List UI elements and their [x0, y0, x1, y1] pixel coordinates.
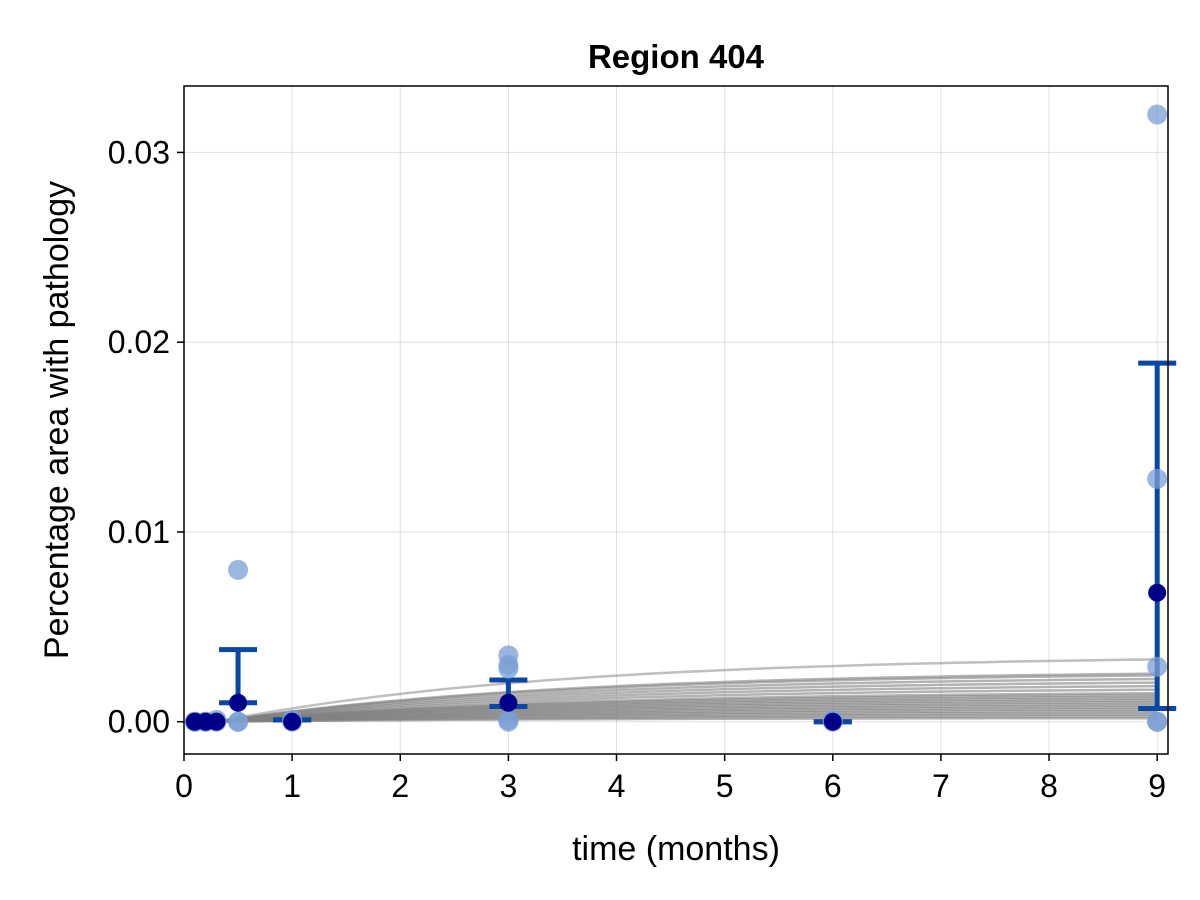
model-curve — [216, 688, 1158, 723]
means — [185, 583, 1167, 731]
observation-point — [1147, 711, 1168, 732]
observation-point — [498, 658, 519, 679]
observation-point — [228, 711, 249, 732]
x-tick-label: 8 — [1040, 768, 1058, 804]
x-tick-label: 7 — [932, 768, 950, 804]
observation-point — [1147, 468, 1168, 489]
model-curve — [216, 677, 1158, 723]
x-tick-label: 4 — [608, 768, 626, 804]
observations — [184, 104, 1168, 732]
x-tick-label: 6 — [824, 768, 842, 804]
plot-frame — [183, 85, 1169, 755]
y-axis-ticks: 0.00 0.01 0.02 0.03 — [108, 134, 184, 740]
model-curve — [216, 716, 1158, 723]
model-curve — [216, 684, 1158, 723]
model-curve — [216, 658, 1158, 723]
y-tick-label: 0.01 — [108, 514, 170, 550]
x-tick-label: 2 — [391, 768, 409, 804]
observation-point — [498, 711, 519, 732]
model-curves — [216, 658, 1158, 723]
model-curve — [216, 681, 1158, 723]
mean-point — [283, 712, 302, 731]
x-tick-label: 1 — [283, 768, 301, 804]
y-axis-label: Percentage area with pathology — [38, 181, 76, 659]
x-axis-label: time (months) — [572, 830, 780, 868]
x-tick-label: 0 — [175, 768, 193, 804]
chart-title: Region 404 — [588, 38, 765, 75]
x-tick-label: 9 — [1148, 768, 1166, 804]
observation-point — [1147, 656, 1168, 677]
error-bars — [219, 360, 1177, 725]
mean-point — [499, 693, 518, 712]
y-tick-label: 0.03 — [108, 134, 170, 170]
mean-point — [207, 712, 226, 731]
observation-point — [1147, 104, 1168, 125]
y-tick-label: 0.02 — [108, 324, 170, 360]
x-tick-label: 5 — [716, 768, 734, 804]
error-bar — [1138, 360, 1177, 711]
model-curve — [216, 674, 1158, 723]
mean-point — [823, 712, 842, 731]
mean-point — [1148, 583, 1167, 602]
mean-point — [229, 693, 248, 712]
grid — [183, 86, 1168, 754]
x-tick-label: 3 — [499, 768, 517, 804]
x-axis-ticks: 0 1 2 3 4 5 6 7 8 9 — [175, 754, 1166, 804]
y-tick-label: 0.00 — [108, 704, 170, 740]
observation-point — [228, 559, 249, 580]
